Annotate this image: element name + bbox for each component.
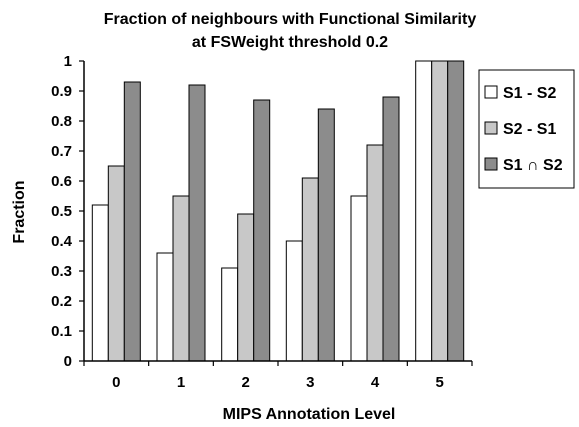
- legend-swatch-2: [484, 121, 498, 135]
- bar-3-cat-5: [447, 60, 465, 362]
- chart-subtitle: at FSWeight threshold 0.2: [192, 34, 388, 51]
- legend-swatch-1: [484, 85, 498, 99]
- x-axis-label: MIPS Annotation Level: [223, 406, 396, 423]
- y-tick-label-8: 0.8: [51, 113, 72, 130]
- bar-3-cat-3: [317, 108, 335, 362]
- y-tick-label-9: 0.9: [51, 83, 72, 100]
- y-tick-label-6: 0.6: [51, 173, 72, 190]
- y-tick-label-1: 0.1: [51, 323, 72, 340]
- bar-3-cat-4: [382, 96, 400, 362]
- legend-label-1: S1 - S2: [503, 85, 556, 102]
- y-tick-label-2: 0.2: [51, 293, 72, 310]
- bar-1-cat-1: [156, 252, 174, 362]
- x-tick-label-4: 4: [371, 374, 380, 391]
- legend-label-3: S1 ∩ S2: [503, 157, 563, 174]
- y-tick-label-10: 1: [64, 53, 72, 70]
- bar-3-cat-0: [123, 81, 141, 362]
- bar-2-cat-3: [301, 177, 319, 362]
- x-tick-label-5: 5: [435, 374, 443, 391]
- bar-1-cat-0: [91, 204, 109, 362]
- y-tick-label-5: 0.5: [51, 203, 72, 220]
- legend-label-2: S2 - S1: [503, 121, 556, 138]
- bar-1-cat-4: [350, 195, 368, 362]
- plot-area: 0 0.1 0.2 0.3 0.4 0.5 0.6 0.7 0.8 0.9 1 0 1 2 3 4 5: [51, 53, 473, 391]
- bar-2-cat-1: [172, 195, 190, 362]
- bar-1-cat-3: [285, 240, 303, 362]
- bar-3-cat-1: [188, 84, 206, 362]
- y-tick-label-4: 0.4: [51, 233, 73, 250]
- bar-2-cat-2: [237, 213, 255, 362]
- x-tick-label-3: 3: [306, 374, 314, 391]
- chart-title: Fraction of neighbours with Functional S…: [104, 11, 477, 28]
- legend-swatch-3: [484, 157, 498, 171]
- bar-2-cat-4: [366, 144, 384, 362]
- bar-1-cat-5: [415, 60, 433, 362]
- y-axis-label: Fraction: [11, 180, 28, 243]
- bar-1-cat-2: [221, 267, 239, 362]
- bar-2-cat-5: [431, 60, 449, 362]
- y-tick-label-7: 0.7: [51, 143, 72, 160]
- legend: S1 - S2 S2 - S1 S1 ∩ S2: [478, 69, 575, 189]
- y-tick-label-3: 0.3: [51, 263, 72, 280]
- y-tick-label-0: 0: [64, 353, 72, 370]
- bar-3-cat-2: [253, 99, 271, 362]
- bar-2-cat-0: [107, 165, 125, 362]
- x-tick-label-2: 2: [241, 374, 249, 391]
- x-tick-label-0: 0: [112, 374, 120, 391]
- x-tick-label-1: 1: [177, 374, 185, 391]
